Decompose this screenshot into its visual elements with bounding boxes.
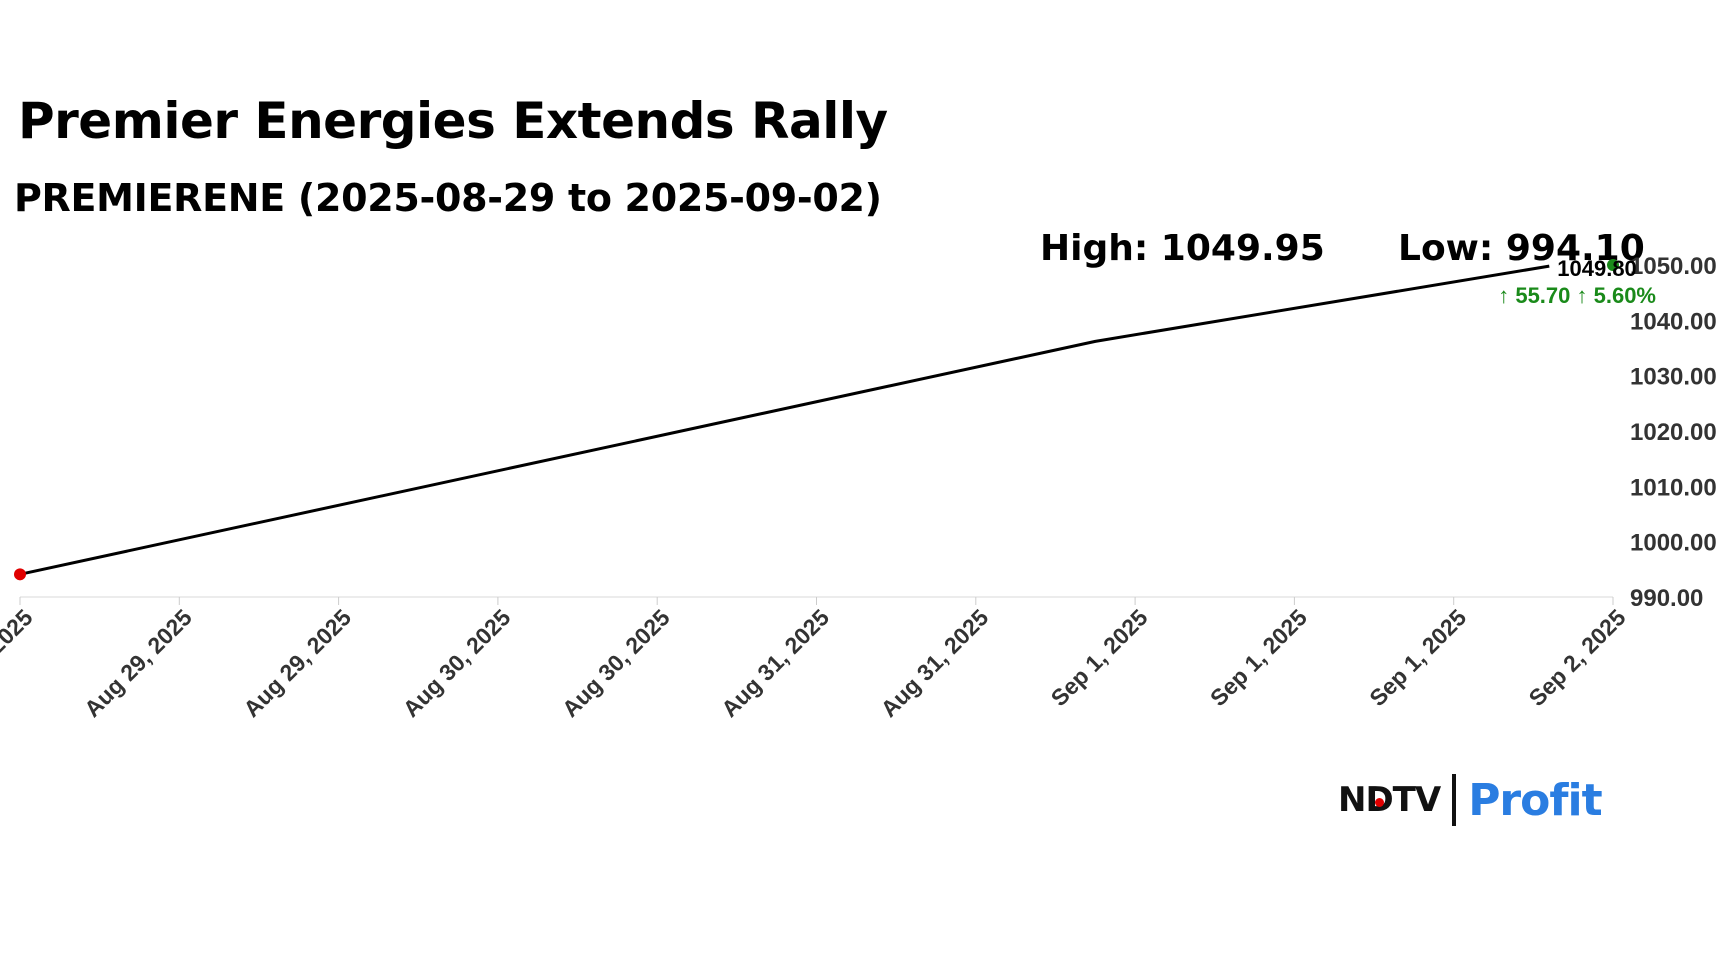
x-tick-label: Sep 2, 2025 [1524,604,1631,711]
start-marker [14,568,26,581]
plot-area [19,264,1550,576]
y-tick-label: 1020.00 [1630,419,1717,446]
y-axis: 990.00 1000.00 1010.00 1020.00 1030.00 1040.0… [1630,253,1717,612]
x-tick-label: Aug 29, 2025 [79,604,197,722]
x-tick-label: Aug 31, 2025 [716,604,834,722]
x-tick-label: Aug 29, 2025 [238,604,356,722]
chart-title: Premier Energies Extends Rally [18,92,888,150]
last-price-label: 1049.80 [1557,256,1637,281]
x-tick-label: Aug 30, 2025 [557,604,675,722]
logo-profit: Profit [1468,774,1602,826]
price-line [19,264,1550,576]
x-tick-label: Aug 30, 2025 [398,604,516,722]
logo-ndtv: NDTV [1338,780,1441,820]
x-tick-label: Sep 1, 2025 [1205,604,1312,711]
end-marker [1607,259,1619,271]
annotations: 1049.80↑ 55.70 ↑ 5.60% [1498,256,1656,308]
high-stat: High: 1049.95 [1040,228,1325,269]
x-tick-label: Aug 31, 2025 [876,604,994,722]
x-tick-label: Sep 1, 2025 [1046,604,1153,711]
y-tick-label: 990.00 [1630,585,1703,612]
y-tick-label: 1030.00 [1630,364,1717,391]
y-tick-label: 1010.00 [1630,474,1717,501]
x-axis: Aug 29, 2025 Aug 29, 2025 Aug 29, 2025 Aug … [0,596,1631,722]
y-tick-label: 1050.00 [1630,253,1717,280]
chart-subtitle: PREMIERENE (2025-08-29 to 2025-09-02) [14,176,882,220]
y-tick-label: 1000.00 [1630,530,1717,557]
low-stat: Low: 994.10 [1398,228,1645,269]
y-tick-label: 1040.00 [1630,308,1717,335]
x-tick-label: Aug 29, 2025 [0,604,38,722]
change-label: ↑ 55.70 ↑ 5.60% [1498,283,1656,308]
logo-separator [1452,774,1457,826]
ndtv-profit-logo: NDTV Profit [1338,770,1603,830]
x-tick-label: Sep 1, 2025 [1364,604,1471,711]
logo-dot [1375,798,1384,807]
markers [14,259,1619,581]
